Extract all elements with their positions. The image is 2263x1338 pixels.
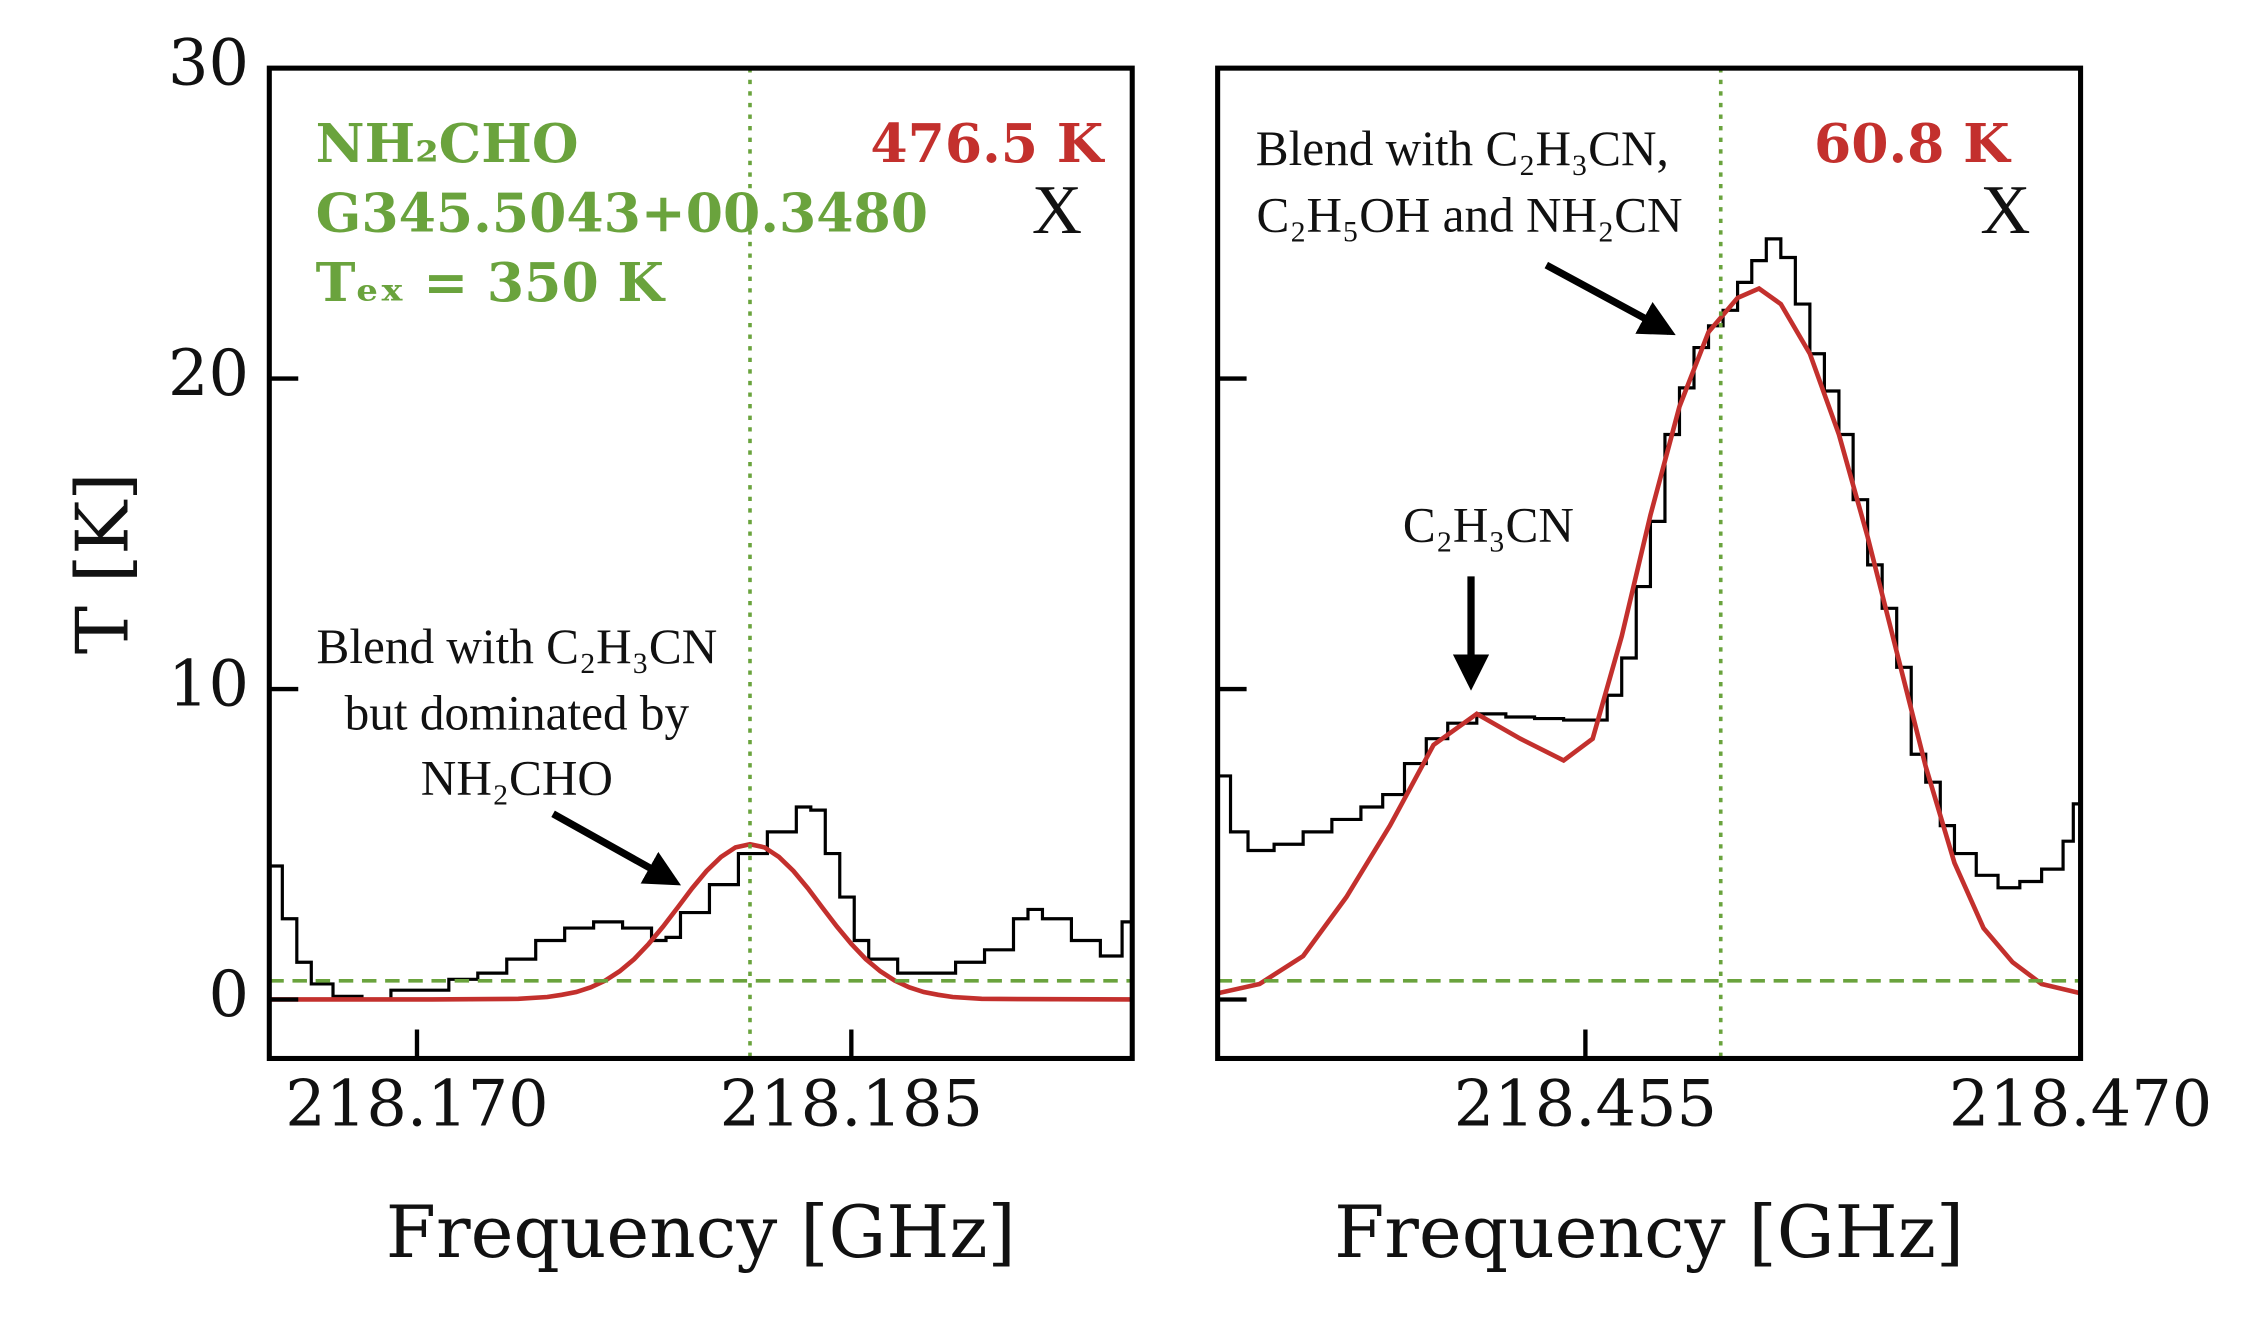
- note: Blend with C₂H₃CN: [317, 619, 718, 674]
- flag: X: [1032, 172, 1082, 249]
- eup: 60.8 K: [1814, 112, 2012, 175]
- x-axis-label: Frequency [GHz]: [386, 1191, 1016, 1275]
- y-tick-label: 0: [209, 958, 250, 1032]
- x-tick-label: 218.470: [1949, 1068, 2212, 1142]
- y-axis-label: T [K]: [62, 472, 146, 654]
- flag: X: [1980, 172, 2030, 249]
- source: G345.5043+00.3480: [316, 181, 928, 244]
- observed-spectrum: [269, 805, 1133, 1002]
- note: NH₂CHO: [421, 751, 613, 806]
- model-spectrum: [269, 841, 1133, 1002]
- y-tick-label: 10: [168, 648, 249, 722]
- y-tick-label: 20: [168, 337, 249, 411]
- note: C₂H₃CN: [1403, 497, 1574, 552]
- tex: Tₑₓ = 350 K: [316, 251, 667, 314]
- eup: 476.5 K: [870, 112, 1105, 175]
- plot-frame: [266, 65, 1135, 1062]
- x-tick-label: 218.185: [720, 1068, 983, 1142]
- observed-spectrum: [1217, 237, 2081, 890]
- arrow: [1544, 261, 1676, 336]
- note: C₂H₅OH and NH₂CN: [1257, 187, 1683, 242]
- model-spectrum: [1217, 285, 2081, 996]
- note: Blend with C₂H₃CN,: [1256, 121, 1669, 176]
- plot-frame: [1215, 65, 2084, 1062]
- x-tick-label: 218.170: [285, 1068, 548, 1142]
- note: but dominated by: [345, 686, 690, 741]
- arrow: [551, 810, 682, 886]
- molecule: NH₂CHO: [316, 112, 579, 175]
- y-tick-label: 30: [168, 27, 249, 101]
- x-axis-label: Frequency [GHz]: [1334, 1191, 1964, 1275]
- x-tick-label: 218.455: [1454, 1068, 1717, 1142]
